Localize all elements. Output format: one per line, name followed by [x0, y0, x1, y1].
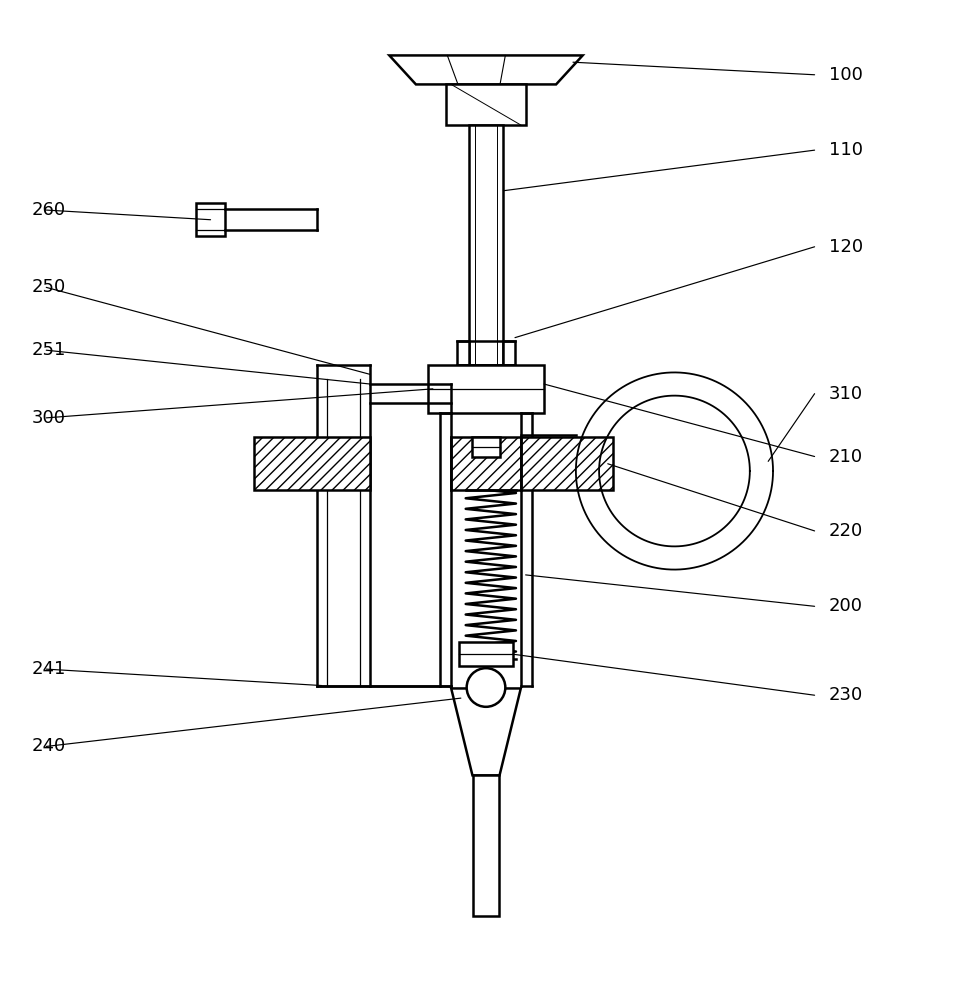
Bar — [457, 341, 469, 365]
Text: 200: 200 — [829, 597, 863, 615]
Text: 310: 310 — [829, 385, 863, 403]
Bar — [446, 84, 526, 125]
Bar — [460, 642, 512, 666]
Text: 251: 251 — [32, 341, 66, 359]
Bar — [196, 203, 226, 236]
Bar — [473, 775, 499, 916]
Bar — [503, 341, 515, 365]
Text: 300: 300 — [32, 409, 66, 427]
Polygon shape — [451, 688, 521, 775]
Bar — [469, 125, 503, 365]
Bar — [451, 437, 521, 490]
Text: 241: 241 — [32, 660, 66, 678]
Bar — [521, 437, 612, 490]
Text: 240: 240 — [32, 737, 66, 755]
Bar — [428, 365, 544, 413]
Circle shape — [467, 668, 505, 707]
Polygon shape — [390, 55, 582, 84]
Bar — [471, 437, 501, 457]
Text: 220: 220 — [829, 522, 863, 540]
Text: 100: 100 — [829, 66, 863, 84]
Text: 210: 210 — [829, 448, 863, 466]
Text: 230: 230 — [829, 686, 863, 704]
Text: 120: 120 — [829, 238, 863, 256]
Text: 250: 250 — [32, 278, 66, 296]
Text: 260: 260 — [32, 201, 66, 219]
Text: 110: 110 — [829, 141, 863, 159]
Bar — [254, 437, 370, 490]
